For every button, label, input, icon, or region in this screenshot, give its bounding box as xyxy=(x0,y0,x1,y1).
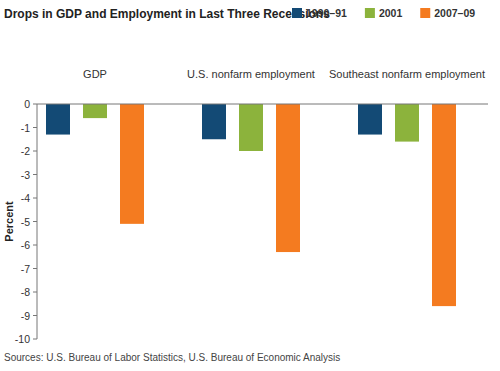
y-axis-label: Percent xyxy=(3,201,15,242)
bar xyxy=(120,104,144,224)
zero-line xyxy=(37,104,488,105)
bar xyxy=(395,104,419,142)
y-tick-label: -4 xyxy=(21,192,30,204)
y-tick xyxy=(33,127,37,128)
y-tick xyxy=(33,174,37,175)
legend: 1990–91 2001 2007–09 xyxy=(292,7,475,19)
bar xyxy=(239,104,263,151)
title: Drops in GDP and Employment in Last Thre… xyxy=(4,7,330,21)
bar xyxy=(83,104,107,118)
bar xyxy=(358,104,382,135)
y-tick-label: -8 xyxy=(21,286,30,298)
legend-swatch xyxy=(420,8,430,18)
y-tick-label: -1 xyxy=(21,122,30,134)
y-tick-label: -10 xyxy=(15,333,30,345)
y-tick-label: -7 xyxy=(21,263,30,275)
y-tick xyxy=(33,245,37,246)
y-tick xyxy=(33,292,37,293)
y-tick xyxy=(33,221,37,222)
bar xyxy=(202,104,226,139)
y-tick xyxy=(33,268,37,269)
y-tick xyxy=(33,151,37,152)
y-tick-label: -9 xyxy=(21,310,30,322)
category-label: GDP xyxy=(83,68,107,80)
bar xyxy=(276,104,300,252)
bar xyxy=(46,104,70,135)
y-tick xyxy=(33,198,37,199)
y-tick-label: -3 xyxy=(21,169,30,181)
y-tick-label: 0 xyxy=(24,98,30,110)
y-tick-label: -5 xyxy=(21,216,30,228)
y-tick xyxy=(33,104,37,105)
legend-label: 2001 xyxy=(379,7,403,19)
legend-label: 2007–09 xyxy=(434,7,475,19)
legend-swatch xyxy=(365,8,375,18)
chart: Drops in GDP and Employment in Last Thre… xyxy=(0,0,500,371)
y-tick-label: -6 xyxy=(21,239,30,251)
legend-swatch xyxy=(292,8,302,18)
bars xyxy=(46,104,456,306)
y-tick-label: -2 xyxy=(21,145,30,157)
category-label: Southeast nonfarm employment xyxy=(329,68,485,80)
y-tick xyxy=(33,315,37,316)
source: Sources: U.S. Bureau of Labor Statistics… xyxy=(4,352,340,363)
category-label: U.S. nonfarm employment xyxy=(187,68,315,80)
bar xyxy=(432,104,456,306)
y-tick xyxy=(33,339,37,340)
y-axis xyxy=(37,104,38,339)
legend-label: 1990–91 xyxy=(306,7,347,19)
